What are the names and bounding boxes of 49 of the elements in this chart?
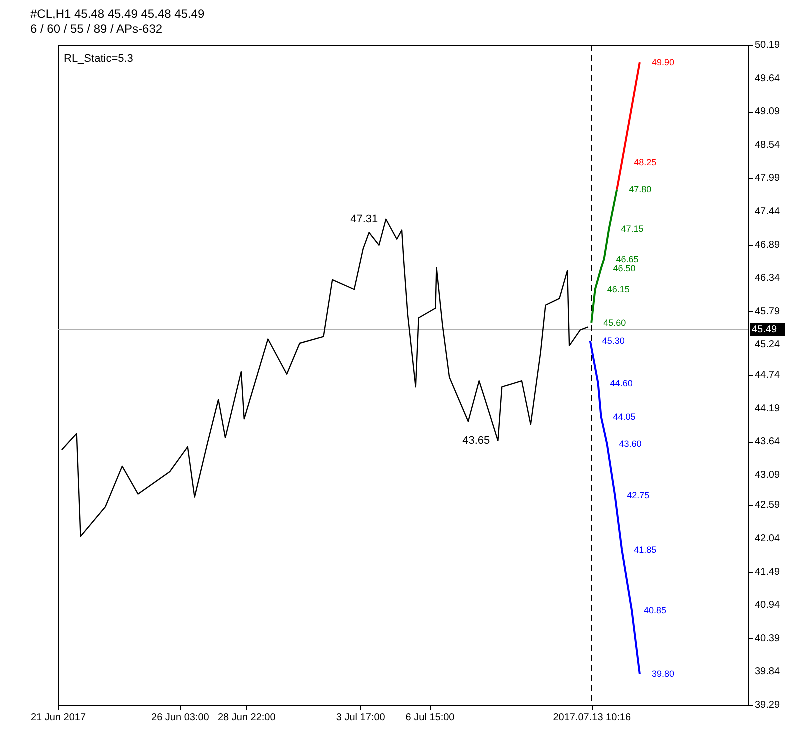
x-tick-label: 26 Jun 03:00 (152, 712, 210, 724)
y-tick-label: 46.34 (755, 273, 780, 284)
data-label: 43.60 (619, 439, 642, 450)
data-label: 42.75 (627, 490, 650, 500)
y-tick-label: 49.64 (755, 73, 780, 84)
chart-subtitle: 6 / 60 / 55 / 89 / APs-632 (30, 22, 163, 36)
y-tick-label: 42.59 (755, 500, 780, 512)
y-tick-label: 46.89 (755, 240, 780, 251)
y-tick-label: 41.49 (755, 566, 780, 578)
y-tick-label: 40.94 (755, 600, 780, 612)
x-tick-label: 2017.07.13 10:16 (553, 712, 632, 724)
data-label: 45.30 (602, 336, 625, 346)
y-tick-label: 47.99 (755, 173, 780, 184)
ref-line-label: 45.49 (752, 324, 778, 336)
y-tick-label: 50.19 (755, 40, 780, 51)
x-tick-label: 28 Jun 22:00 (218, 712, 276, 724)
y-tick-label: 43.09 (755, 470, 780, 481)
data-label: 40.85 (644, 606, 667, 616)
data-label: 49.90 (652, 58, 674, 68)
y-tick-label: 39.84 (755, 666, 780, 678)
data-label: 46.50 (613, 263, 636, 274)
y-tick-label: 39.29 (755, 700, 780, 711)
data-label: 39.80 (652, 669, 674, 680)
y-tick-label: 45.79 (755, 306, 780, 318)
annotation: 47.31 (350, 213, 378, 226)
x-tick-label: 3 Jul 17:00 (336, 712, 386, 724)
y-tick-label: 44.19 (755, 403, 780, 414)
annotation: 43.65 (462, 435, 490, 447)
y-tick-label: 45.24 (755, 340, 780, 351)
y-tick-label: 49.09 (755, 106, 780, 118)
y-tick-label: 47.44 (755, 206, 780, 218)
y-tick-label: 44.74 (755, 370, 780, 381)
y-tick-label: 42.04 (755, 533, 780, 544)
data-label: 44.60 (610, 378, 633, 388)
y-tick-label: 43.64 (755, 436, 780, 448)
chart-title: #CL,H1 45.48 45.49 45.48 45.49 (30, 7, 205, 21)
x-tick-label: 6 Jul 15:00 (406, 712, 456, 724)
data-label: 46.15 (607, 284, 630, 295)
data-label: 41.85 (634, 544, 657, 555)
annotation: RL_Static=5.3 (64, 53, 134, 65)
data-label: 48.25 (634, 157, 657, 168)
data-label: 44.05 (613, 412, 636, 422)
data-label: 45.60 (604, 318, 626, 328)
data-label: 46.65 (616, 254, 639, 264)
y-tick-label: 40.39 (755, 633, 780, 644)
y-tick-label: 48.54 (755, 140, 780, 151)
data-label: 47.15 (621, 224, 644, 234)
data-label: 47.80 (629, 184, 652, 195)
x-tick-label: 21 Jun 2017 (30, 712, 86, 724)
